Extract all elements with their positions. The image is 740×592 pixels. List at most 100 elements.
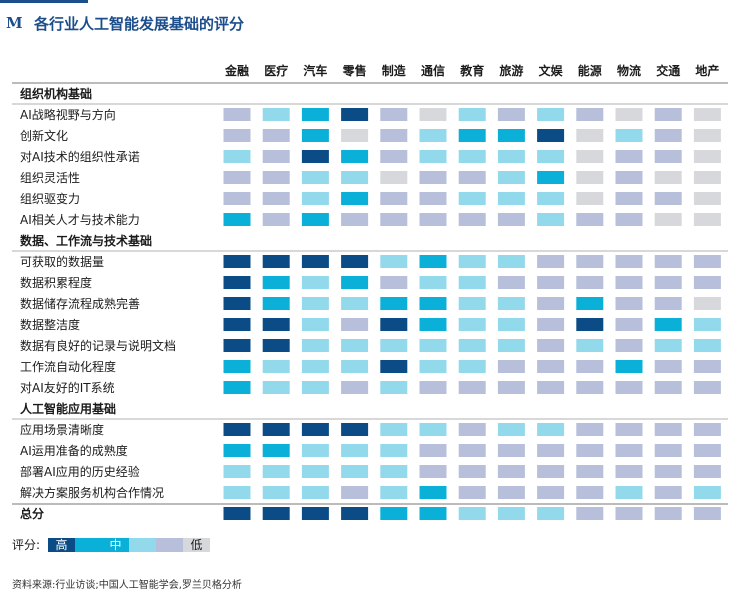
heatmap-cell xyxy=(497,129,525,142)
heatmap-cell xyxy=(654,423,682,436)
heatmap-cell xyxy=(497,360,525,373)
row-label: 组织驱变力 xyxy=(20,191,80,206)
heatmap-cell xyxy=(576,213,604,226)
heatmap-cell xyxy=(497,339,525,352)
heatmap-cell xyxy=(458,444,486,457)
heatmap-cell xyxy=(223,108,251,121)
industry-header: 教育 xyxy=(459,63,484,78)
page-title: 各行业人工智能发展基础的评分 xyxy=(34,15,245,33)
heatmap-cell xyxy=(380,507,408,520)
heatmap-cell xyxy=(537,213,565,226)
heatmap-cell xyxy=(458,486,486,499)
heatmap-cell xyxy=(223,423,251,436)
legend-label: 评分: xyxy=(12,538,41,552)
heatmap-cell xyxy=(537,444,565,457)
heatmap-cell xyxy=(380,129,408,142)
heatmap-cell xyxy=(537,255,565,268)
heatmap-cell xyxy=(419,213,447,226)
heatmap-cell xyxy=(262,360,290,373)
heatmap-cell xyxy=(380,444,408,457)
section-title: 数据、工作流与技术基础 xyxy=(20,233,152,248)
heatmap-cell xyxy=(458,507,486,520)
heatmap-cell xyxy=(497,150,525,163)
heatmap-cell xyxy=(223,276,251,289)
heatmap-cell xyxy=(262,150,290,163)
heatmap-cell xyxy=(615,255,643,268)
heatmap-cell xyxy=(341,444,369,457)
row-label: 解决方案服务机构合作情况 xyxy=(20,485,164,500)
heatmap-cell xyxy=(497,318,525,331)
heatmap-cell xyxy=(301,129,329,142)
row-label: AI运用准备的成熟度 xyxy=(20,443,128,458)
row-label: 数据整洁度 xyxy=(20,317,80,332)
heatmap-cell xyxy=(654,339,682,352)
row-label: 对AI友好的IT系统 xyxy=(20,380,115,395)
brand-logo-icon: M xyxy=(6,14,23,32)
heatmap-cell xyxy=(301,192,329,205)
legend-mid: 中 xyxy=(102,537,130,552)
industry-header: 地产 xyxy=(695,63,719,78)
heatmap-cell xyxy=(301,297,329,310)
heatmap-cell xyxy=(693,213,721,226)
heatmap-cell xyxy=(419,129,447,142)
heatmap-cell xyxy=(419,486,447,499)
heatmap-cell xyxy=(380,171,408,184)
heatmap-cell xyxy=(537,423,565,436)
row-label: 数据储存流程成熟完善 xyxy=(20,296,140,311)
heatmap-cell xyxy=(693,255,721,268)
heatmap-cell xyxy=(458,297,486,310)
row-label: 数据积累程度 xyxy=(20,275,92,290)
heatmap-cell xyxy=(341,465,369,478)
heatmap-cell xyxy=(419,276,447,289)
heatmap-cell xyxy=(341,276,369,289)
heatmap-cell xyxy=(223,129,251,142)
heatmap-cell xyxy=(419,465,447,478)
heatmap-cell xyxy=(419,423,447,436)
section-title: 人工智能应用基础 xyxy=(20,401,116,416)
heatmap-cell xyxy=(654,507,682,520)
heatmap-cell xyxy=(301,381,329,394)
heatmap-cell xyxy=(576,276,604,289)
heatmap-cell xyxy=(223,444,251,457)
industry-header: 零售 xyxy=(342,63,367,78)
heatmap-cell xyxy=(576,150,604,163)
heatmap-cell xyxy=(615,360,643,373)
heatmap-cell xyxy=(262,339,290,352)
legend-low: 低 xyxy=(183,537,211,552)
heatmap-cell xyxy=(458,108,486,121)
heatmap-cell xyxy=(223,297,251,310)
heatmap-cell xyxy=(693,444,721,457)
heatmap-cell xyxy=(458,171,486,184)
heatmap-cell xyxy=(497,423,525,436)
heatmap-cell xyxy=(458,150,486,163)
heatmap-cell xyxy=(693,423,721,436)
row-label: 数据有良好的记录与说明文档 xyxy=(20,338,176,353)
heatmap-cell xyxy=(497,507,525,520)
heatmap-cell xyxy=(419,192,447,205)
heatmap-cell xyxy=(654,486,682,499)
heatmap-cell xyxy=(576,108,604,121)
heatmap-cell xyxy=(262,486,290,499)
heatmap-cell xyxy=(380,297,408,310)
heatmap-cell xyxy=(301,276,329,289)
legend-swatch-2 xyxy=(156,537,184,552)
heatmap-cell xyxy=(537,465,565,478)
heatmap-cell xyxy=(576,465,604,478)
heatmap-cell xyxy=(693,465,721,478)
heatmap-cell xyxy=(537,150,565,163)
row-label: 可获取的数据量 xyxy=(20,254,104,269)
heatmap-cell xyxy=(341,129,369,142)
heatmap-cell xyxy=(301,213,329,226)
heatmap-cell xyxy=(223,486,251,499)
heatmap-cell xyxy=(537,507,565,520)
row-label: 创新文化 xyxy=(20,128,68,143)
heatmap-cell xyxy=(419,255,447,268)
heatmap-cell xyxy=(537,297,565,310)
heatmap-cell xyxy=(576,318,604,331)
heatmap-cell xyxy=(262,381,290,394)
heatmap-cell xyxy=(262,423,290,436)
heatmap-cell xyxy=(693,171,721,184)
heatmap-cell xyxy=(341,255,369,268)
heatmap-cell xyxy=(615,297,643,310)
industry-header: 文娱 xyxy=(539,63,564,78)
